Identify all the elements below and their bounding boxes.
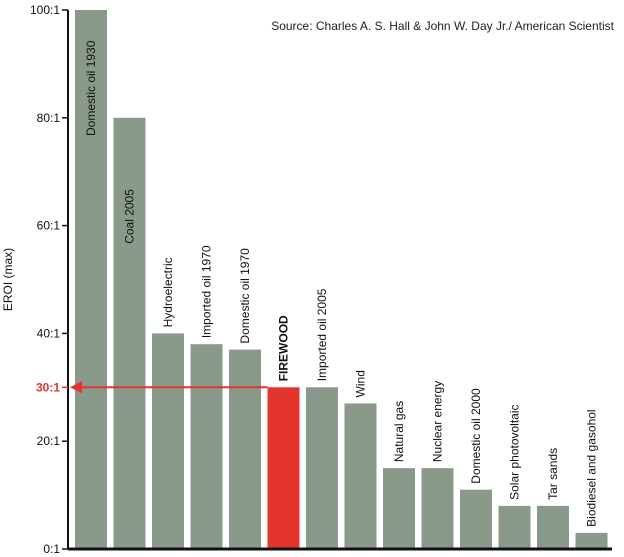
category-label: Solar photovoltaic bbox=[508, 404, 522, 499]
y-tick-label: 40:1 bbox=[37, 326, 61, 340]
y-tick-label: 80:1 bbox=[37, 111, 61, 125]
bar-firewood bbox=[267, 387, 300, 549]
bar-domestic-oil-1930 bbox=[75, 10, 107, 549]
bar-hydroelectric bbox=[152, 333, 184, 549]
category-label: Domestic oil 1930 bbox=[84, 40, 98, 136]
category-label: Imported oil 2005 bbox=[315, 288, 329, 381]
category-label: Biodiesel and gasohol bbox=[585, 409, 599, 526]
highlight-label: 30:1 bbox=[36, 380, 60, 394]
category-labels: Domestic oil 1930 Coal 2005 Hydroelectric I… bbox=[84, 40, 599, 527]
bar-tar-sands bbox=[537, 505, 569, 549]
source-note: Source: Charles A. S. Hall & John W. Day… bbox=[271, 19, 614, 33]
category-label: Imported oil 1970 bbox=[200, 245, 214, 338]
bar-nuclear-energy bbox=[421, 468, 454, 549]
y-axis-label: EROI (max) bbox=[1, 248, 15, 311]
y-axis: 0:1 20:1 40:1 60:1 80:1 100:1 bbox=[30, 3, 612, 556]
bar-imported-oil-1970 bbox=[190, 344, 223, 549]
y-tick-label: 60:1 bbox=[37, 219, 61, 233]
category-label: Wind bbox=[354, 370, 368, 397]
highlight-arrowhead bbox=[70, 381, 82, 394]
bar-domestic-oil-1970 bbox=[229, 349, 261, 549]
category-label: FIREWOOD bbox=[277, 315, 291, 381]
category-label: Natural gas bbox=[392, 401, 406, 462]
y-tick-label: 0:1 bbox=[43, 542, 60, 556]
bar-wind bbox=[344, 403, 377, 549]
category-label: Domestic oil 2000 bbox=[469, 388, 483, 484]
bar-natural-gas bbox=[383, 468, 415, 549]
y-tick-label: 20:1 bbox=[37, 434, 61, 448]
category-label: Tar sands bbox=[546, 448, 560, 500]
bar-domestic-oil-2000 bbox=[460, 489, 492, 549]
category-label: Domestic oil 1970 bbox=[238, 248, 252, 344]
bar-imported-oil-2005 bbox=[306, 387, 338, 549]
category-label: Hydroelectric bbox=[161, 257, 175, 327]
bar-biodiesel-and-gasohol bbox=[575, 532, 608, 549]
bars-group bbox=[75, 10, 608, 550]
category-label: Nuclear energy bbox=[431, 381, 445, 462]
highlight-marker: 30:1 bbox=[36, 380, 268, 394]
bar-solar-photovoltaic bbox=[498, 505, 531, 549]
category-label: Coal 2005 bbox=[123, 189, 137, 244]
y-tick-label: 100:1 bbox=[30, 3, 60, 17]
bar-coal-2005 bbox=[113, 117, 146, 550]
